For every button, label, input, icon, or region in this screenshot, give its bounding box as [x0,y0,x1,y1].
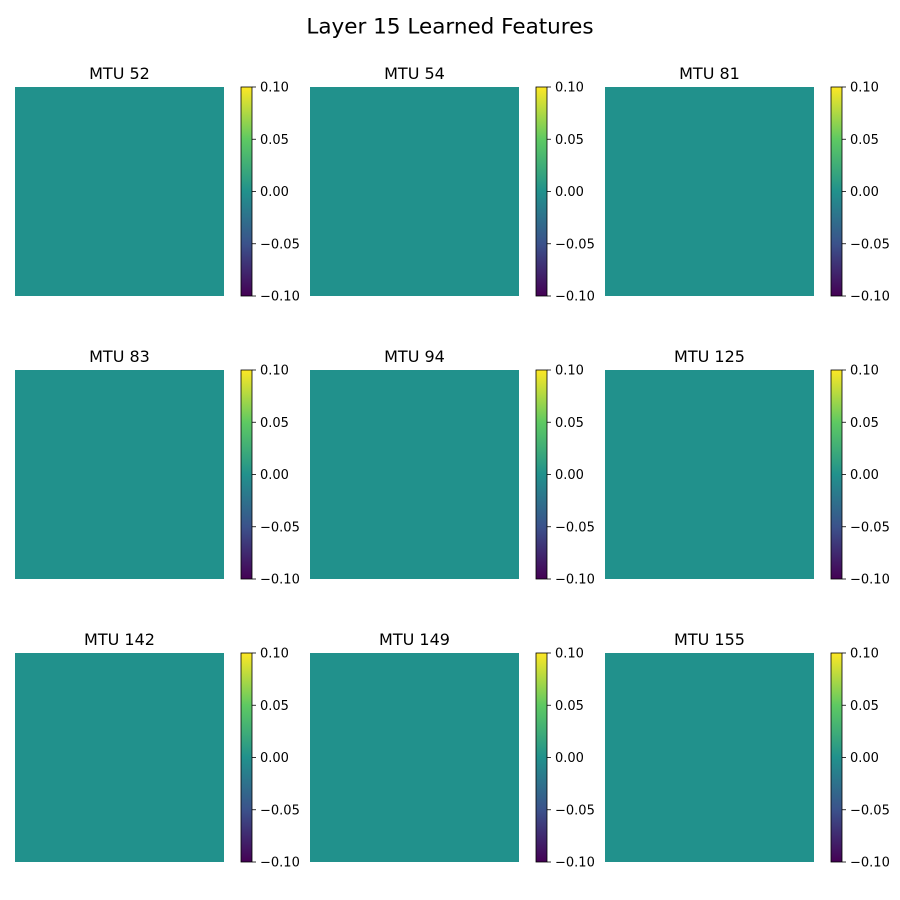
colorbar-tick-label: −0.10 [555,856,595,871]
colorbar-tick-label: −0.05 [260,520,300,535]
colorbar-tick-label: 0.10 [555,647,584,662]
heatmap-cell [310,370,519,579]
colorbar-tick-label: 0.00 [260,468,289,483]
colorbar-tick-label: −0.05 [850,803,890,818]
panel-title: MTU 155 [674,630,745,649]
colorbar [241,370,252,579]
colorbar-tick-label: 0.10 [850,364,879,379]
colorbar-tick-label: 0.05 [850,416,879,431]
feature-panel: MTU 83 0.10 0.05 0.00 −0.05 −0.10 [15,347,300,588]
colorbar [536,370,547,579]
colorbar-tick-label: 0.05 [260,699,289,714]
colorbar-tick-label: −0.10 [850,573,890,588]
heatmap-cell [605,370,814,579]
figure-title: Layer 15 Learned Features [306,15,593,40]
panel-title: MTU 125 [674,347,745,366]
feature-panel: MTU 94 0.10 0.05 0.00 −0.05 −0.10 [310,347,595,588]
colorbar-tick-label: 0.05 [850,133,879,148]
feature-panel: MTU 54 0.10 0.05 0.00 −0.05 −0.10 [310,64,595,305]
heatmap-cell [15,87,224,296]
panel-title: MTU 149 [379,630,450,649]
colorbar-tick-label: 0.00 [555,185,584,200]
colorbar-tick-label: 0.10 [260,81,289,96]
feature-panel: MTU 155 0.10 0.05 0.00 −0.05 −0.10 [605,630,890,871]
heatmap-cell [15,370,224,579]
colorbar-tick-label: 0.10 [260,647,289,662]
colorbar-tick-label: −0.10 [260,573,300,588]
panel-title: MTU 83 [89,347,150,366]
colorbar-tick-label: 0.05 [555,133,584,148]
colorbar-tick-label: −0.05 [260,237,300,252]
colorbar-tick-label: −0.05 [555,803,595,818]
colorbar-tick-label: 0.10 [555,81,584,96]
feature-panel: MTU 142 0.10 0.05 0.00 −0.05 −0.10 [15,630,300,871]
panel-title: MTU 94 [384,347,445,366]
colorbar [831,653,842,862]
colorbar [241,87,252,296]
colorbar [831,370,842,579]
colorbar-tick-label: 0.00 [555,751,584,766]
feature-panel: MTU 125 0.10 0.05 0.00 −0.05 −0.10 [605,347,890,588]
colorbar-tick-label: 0.00 [555,468,584,483]
colorbar-tick-label: −0.05 [555,237,595,252]
colorbar-tick-label: 0.10 [850,647,879,662]
panel-title: MTU 54 [384,64,445,83]
colorbar-tick-label: −0.10 [260,856,300,871]
panel-title: MTU 52 [89,64,150,83]
colorbar [241,653,252,862]
feature-panel: MTU 149 0.10 0.05 0.00 −0.05 −0.10 [310,630,595,871]
heatmap-cell [310,87,519,296]
heatmap-cell [605,653,814,862]
panel-title: MTU 142 [84,630,155,649]
colorbar-tick-label: 0.00 [260,751,289,766]
feature-panel: MTU 81 0.10 0.05 0.00 −0.05 −0.10 [605,64,890,305]
colorbar-tick-label: −0.05 [260,803,300,818]
colorbar-tick-label: −0.05 [555,520,595,535]
heatmap-cell [310,653,519,862]
colorbar-tick-label: −0.10 [260,290,300,305]
colorbar-tick-label: 0.10 [555,364,584,379]
colorbar-tick-label: 0.05 [260,133,289,148]
heatmap-cell [15,653,224,862]
panel-title: MTU 81 [679,64,740,83]
colorbar [536,653,547,862]
colorbar-tick-label: 0.00 [850,468,879,483]
colorbar-tick-label: −0.10 [555,573,595,588]
colorbar-tick-label: −0.10 [850,856,890,871]
colorbar-tick-label: 0.00 [850,751,879,766]
colorbar-tick-label: 0.05 [555,699,584,714]
feature-panel: MTU 52 0.10 0.05 0.00 −0.05 −0.10 [15,64,300,305]
colorbar-tick-label: 0.10 [850,81,879,96]
colorbar-tick-label: −0.10 [850,290,890,305]
colorbar-tick-label: −0.10 [555,290,595,305]
colorbar-tick-label: 0.00 [260,185,289,200]
colorbar-tick-label: −0.05 [850,237,890,252]
colorbar-tick-label: 0.05 [555,416,584,431]
colorbar-tick-label: 0.00 [850,185,879,200]
colorbar-tick-label: −0.05 [850,520,890,535]
heatmap-cell [605,87,814,296]
colorbar [536,87,547,296]
panel-grid: MTU 52 0.10 0.05 0.00 −0.05 −0.10 MTU 54 0.10 0.… [15,64,890,871]
colorbar-tick-label: 0.05 [260,416,289,431]
colorbar [831,87,842,296]
colorbar-tick-label: 0.10 [260,364,289,379]
colorbar-tick-label: 0.05 [850,699,879,714]
